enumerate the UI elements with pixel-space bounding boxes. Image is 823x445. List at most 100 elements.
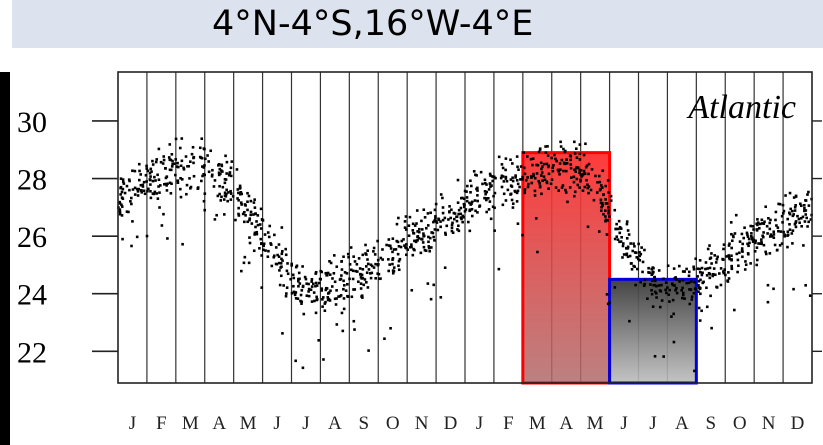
data-point [374, 262, 377, 266]
data-point [335, 289, 338, 292]
data-point [638, 254, 641, 258]
data-point [414, 239, 418, 243]
data-point [389, 327, 392, 330]
data-point [752, 228, 755, 231]
data-point [803, 220, 807, 223]
data-point [746, 242, 749, 246]
data-point [133, 169, 137, 173]
data-point [282, 284, 285, 287]
data-point [254, 225, 257, 229]
data-point [556, 168, 560, 172]
data-point [361, 296, 364, 299]
data-point [348, 277, 351, 281]
data-point [290, 262, 294, 266]
data-point [255, 232, 259, 236]
data-point [340, 260, 343, 263]
data-point [281, 332, 284, 335]
data-point [202, 166, 206, 169]
data-point [736, 258, 740, 262]
data-point [697, 290, 700, 293]
data-point [260, 218, 264, 221]
data-point [129, 196, 133, 200]
data-point [744, 260, 747, 263]
data-point [353, 328, 356, 331]
data-point [502, 192, 506, 196]
data-point [650, 279, 654, 283]
data-point [563, 150, 567, 154]
data-point [788, 228, 792, 232]
data-point [465, 190, 468, 193]
data-point [730, 246, 733, 250]
data-point [431, 231, 435, 235]
data-point [237, 191, 240, 195]
data-point [400, 239, 404, 243]
data-point [127, 210, 130, 214]
data-point [359, 282, 363, 285]
data-point [727, 271, 730, 274]
data-point [538, 184, 542, 188]
data-point [745, 231, 749, 235]
data-point [708, 276, 712, 280]
data-point [643, 278, 647, 282]
data-point [173, 162, 176, 165]
data-point [715, 286, 719, 289]
data-point [641, 270, 644, 274]
data-point [250, 222, 254, 225]
data-point [697, 284, 700, 287]
data-point [391, 262, 394, 266]
data-point [279, 274, 283, 278]
data-point [141, 185, 145, 188]
data-point [361, 267, 365, 271]
data-point [675, 286, 678, 290]
data-point [330, 285, 334, 288]
data-point [342, 297, 346, 300]
data-point [483, 181, 487, 185]
data-point [572, 180, 576, 184]
data-point [420, 219, 423, 223]
data-point [621, 242, 625, 245]
data-point [196, 187, 200, 190]
data-point [699, 278, 702, 282]
data-point [716, 255, 719, 259]
data-point [539, 161, 543, 165]
data-point [284, 253, 288, 257]
data-point [597, 230, 601, 233]
data-point [429, 297, 433, 301]
data-point [342, 279, 345, 283]
data-point [225, 172, 228, 175]
data-point [765, 224, 769, 228]
data-point [511, 179, 515, 183]
data-point [529, 157, 533, 161]
data-point [213, 179, 217, 182]
data-point [650, 288, 653, 292]
data-point [657, 269, 661, 272]
data-point [609, 199, 613, 202]
data-point [179, 164, 183, 168]
data-point [605, 233, 609, 236]
data-point [599, 201, 603, 205]
data-point [266, 231, 270, 234]
data-point [705, 305, 709, 309]
data-point [244, 214, 247, 217]
data-point [747, 244, 750, 248]
data-point [143, 192, 147, 196]
data-point [584, 165, 588, 169]
data-point [599, 209, 603, 212]
data-point [752, 238, 756, 242]
data-point [780, 242, 784, 245]
data-point [221, 185, 225, 189]
data-point [176, 161, 179, 165]
data-point [802, 203, 806, 207]
month-label: O [386, 413, 400, 434]
data-point [586, 225, 590, 229]
data-point [279, 261, 283, 265]
data-point [248, 218, 251, 222]
data-point [226, 199, 229, 203]
data-point [397, 259, 401, 263]
data-point [468, 201, 471, 205]
month-label: M [587, 413, 604, 434]
data-point [277, 261, 281, 265]
data-point [705, 274, 709, 277]
data-point [153, 190, 157, 194]
data-point [764, 250, 767, 254]
